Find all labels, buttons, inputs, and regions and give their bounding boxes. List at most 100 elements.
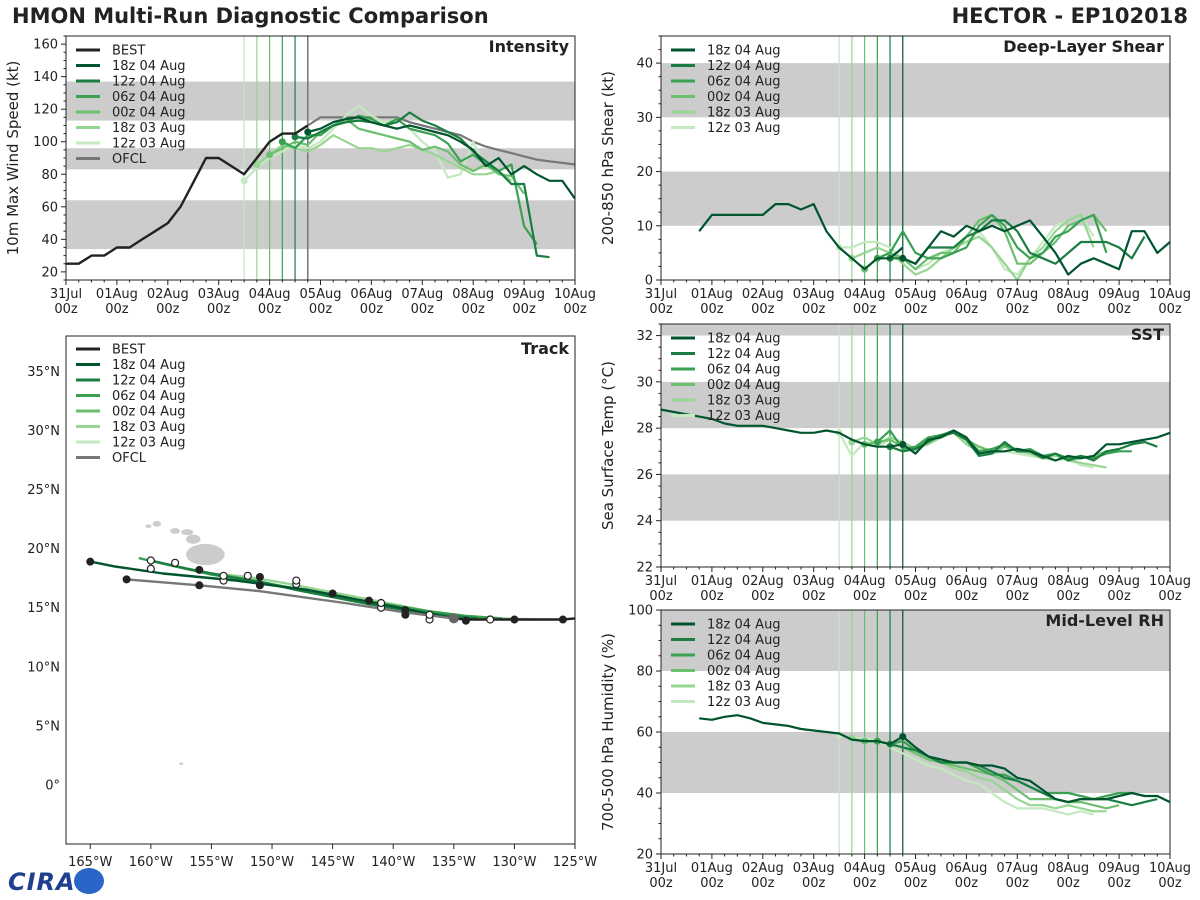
- track-marker-open: [376, 598, 386, 608]
- track-marker-filled: [328, 589, 337, 598]
- sst-series-history: [661, 408, 904, 448]
- chart-rh: 20 40 60 80 100 700-500 hPa Humidity (%) 31Jul…: [599, 604, 1191, 892]
- intensity-xtick-label: 07Aug: [401, 287, 443, 302]
- track-xtick-label: 155°W: [189, 855, 233, 870]
- intensity-xtick-label: 00z: [54, 302, 78, 317]
- intensity-series-0: [307, 116, 575, 200]
- intensity-band: [66, 200, 575, 250]
- shear-plot-area: [661, 36, 1170, 280]
- sst-legend-label: 18z 03 Aug: [707, 394, 781, 409]
- intensity-plot-area: [66, 36, 575, 280]
- sst-xtick-label: 00z: [751, 589, 775, 604]
- intensity-xtick-label: 10Aug: [554, 287, 596, 302]
- track-ytick-label: 30°N: [27, 424, 60, 439]
- intensity-series-5-start-marker: [240, 177, 248, 185]
- rh-xtick-label: 00z: [1107, 876, 1131, 891]
- sst-xtick-label: 06Aug: [945, 574, 987, 589]
- intensity-xtick-label: 00z: [563, 302, 587, 317]
- track-xtick-label: 130°W: [492, 855, 536, 870]
- rh-xtick-label: 08Aug: [1047, 861, 1089, 876]
- intensity-series-4: [256, 134, 513, 182]
- sst-xtick-label: 03Aug: [793, 574, 835, 589]
- shear-xtick-label: 00z: [1057, 302, 1081, 317]
- shear-xtick-label: 01Aug: [691, 287, 733, 302]
- rh-ytick-label: 40: [636, 787, 653, 802]
- intensity-xtick-label: 03Aug: [198, 287, 240, 302]
- sst-legend-label: 00z 04 Aug: [707, 378, 781, 393]
- sst-series-2-start-marker: [873, 438, 881, 446]
- track-marker-filled: [558, 615, 567, 624]
- rh-xtick-label: 00z: [1158, 876, 1182, 891]
- intensity-band: [66, 148, 575, 170]
- intensity-legend-label: OFCL: [112, 152, 147, 167]
- shear-xtick-label: 06Aug: [945, 287, 987, 302]
- rh-xtick-label: 06Aug: [945, 861, 987, 876]
- track-marker-open: [243, 571, 252, 580]
- shear-xtick-label: 00z: [751, 302, 775, 317]
- sst-ytick-label: 32: [636, 329, 653, 344]
- shear-xtick-label: 00z: [853, 302, 877, 317]
- rh-ytick-label: 20: [636, 848, 653, 863]
- track-series-0: [89, 560, 455, 620]
- intensity-legend-label: 18z 03 Aug: [112, 121, 186, 136]
- shear-ytick-label: 30: [636, 111, 653, 126]
- intensity-title: Intensity: [489, 37, 570, 56]
- track-marker-filled: [255, 573, 264, 582]
- track-marker-filled: [401, 606, 410, 615]
- rh-xtick-label: 07Aug: [996, 861, 1038, 876]
- track-ytick-label: 10°N: [27, 660, 60, 675]
- intensity-ytick-label: 40: [41, 233, 58, 248]
- shear-xtick-label: 09Aug: [1098, 287, 1140, 302]
- shear-band: [661, 63, 1170, 118]
- intensity-ytick-label: 160: [33, 38, 58, 53]
- intensity-ytick-label: 100: [33, 135, 58, 150]
- shear-xtick-label: 07Aug: [996, 287, 1038, 302]
- intensity-legend-label: 12z 03 Aug: [112, 137, 186, 152]
- shear-xtick-label: 04Aug: [844, 287, 886, 302]
- track-ytick-label: 0°: [45, 778, 60, 793]
- intensity-ytick-label: 20: [41, 265, 58, 280]
- track-marker-open: [170, 558, 180, 567]
- rh-xtick-label: 04Aug: [844, 861, 886, 876]
- intensity-legend-label: BEST: [112, 44, 145, 59]
- track-series-ofcl: [126, 578, 454, 620]
- intensity-series-1-start-marker: [291, 133, 299, 141]
- sst-xtick-label: 00z: [904, 589, 928, 604]
- track-marker-open: [425, 610, 434, 619]
- sst-xtick-label: 00z: [1057, 589, 1081, 604]
- shear-xtick-label: 00z: [1107, 302, 1131, 317]
- rh-xtick-label: 01Aug: [691, 861, 733, 876]
- shear-legend-label: 00z 04 Aug: [707, 90, 781, 105]
- pacific-islet: [179, 762, 184, 765]
- intensity-xtick-label: 08Aug: [452, 287, 494, 302]
- track-marker-filled: [122, 575, 131, 584]
- track-xtick-label: 145°W: [311, 855, 355, 870]
- storm-title: HECTOR - EP102018: [951, 4, 1188, 28]
- shear-xtick-label: 08Aug: [1047, 287, 1089, 302]
- shear-xtick-label: 00z: [1006, 302, 1030, 317]
- track-title: Track: [521, 339, 569, 358]
- rh-legend-label: 12z 03 Aug: [707, 695, 781, 710]
- intensity-xtick-label: 00z: [360, 302, 384, 317]
- rh-legend-label: 00z 04 Aug: [707, 664, 781, 679]
- intensity-y-axis-label: 10m Max Wind Speed (kt): [4, 61, 22, 256]
- track-marker-open: [146, 556, 155, 565]
- sst-xtick-label: 31Jul: [645, 574, 677, 589]
- rh-legend-label: 18z 04 Aug: [707, 618, 781, 633]
- cira-logo-text: CIRA: [8, 868, 76, 896]
- hawaiian-island: [181, 529, 194, 536]
- track-legend-label: 12z 04 Aug: [112, 374, 186, 389]
- track-legend-label: 00z 04 Aug: [112, 405, 186, 420]
- track-marker-open: [292, 576, 301, 585]
- intensity-xtick-label: 00z: [462, 302, 486, 317]
- chart-track: 165°W 160°W 155°W 150°W 145°W 140°W 135°W 130°W…: [27, 335, 597, 870]
- shear-ytick-label: 40: [636, 57, 653, 72]
- sst-plot-area: [661, 324, 1170, 567]
- track-plot-area: [86, 520, 575, 765]
- shear-legend-label: 18z 03 Aug: [707, 106, 781, 121]
- intensity-ytick-label: 80: [41, 168, 58, 183]
- sst-xtick-label: 00z: [700, 589, 724, 604]
- track-legend-label: OFCL: [112, 451, 147, 466]
